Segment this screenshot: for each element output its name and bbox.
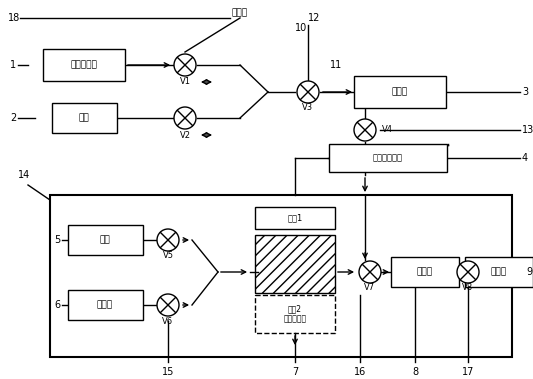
- Text: V4: V4: [382, 125, 393, 135]
- Circle shape: [174, 107, 196, 129]
- Text: 6: 6: [54, 300, 60, 310]
- Text: 纯水: 纯水: [79, 113, 90, 122]
- Text: V2: V2: [180, 130, 190, 139]
- Text: 4: 4: [522, 153, 528, 163]
- Bar: [255, 207, 335, 229]
- Text: V8: V8: [463, 283, 473, 293]
- Text: V6: V6: [163, 316, 174, 326]
- Text: V7: V7: [365, 283, 376, 293]
- Circle shape: [174, 54, 196, 76]
- Bar: [50, 195, 512, 357]
- Bar: [465, 257, 533, 287]
- Text: V5: V5: [163, 252, 174, 260]
- Text: 16: 16: [354, 367, 366, 377]
- Bar: [255, 235, 335, 293]
- Bar: [68, 290, 142, 320]
- Bar: [354, 76, 446, 108]
- Text: 3: 3: [522, 87, 528, 97]
- Text: 18: 18: [8, 13, 20, 23]
- Text: 废液池: 废液池: [491, 268, 507, 277]
- Bar: [68, 225, 142, 255]
- Text: 17: 17: [462, 367, 474, 377]
- Text: 12: 12: [308, 13, 320, 23]
- Bar: [43, 49, 125, 81]
- Circle shape: [157, 294, 179, 316]
- Text: 磁珠2
检测传感器: 磁珠2 检测传感器: [284, 304, 306, 324]
- Text: 2: 2: [10, 113, 16, 123]
- Bar: [391, 257, 459, 287]
- Text: 7: 7: [292, 367, 298, 377]
- Text: 5: 5: [54, 235, 60, 245]
- Text: 信号采集系统: 信号采集系统: [373, 153, 403, 163]
- Circle shape: [354, 119, 376, 141]
- Text: 1: 1: [10, 60, 16, 70]
- Text: 待测样品区: 待测样品区: [70, 61, 98, 69]
- Circle shape: [457, 261, 479, 283]
- Text: 14: 14: [18, 170, 30, 180]
- Text: 13: 13: [522, 125, 533, 135]
- Text: 注射泵: 注射泵: [392, 88, 408, 97]
- Circle shape: [359, 261, 381, 283]
- Text: V3: V3: [302, 103, 313, 113]
- Text: 9: 9: [526, 267, 532, 277]
- Text: 缓冲液: 缓冲液: [97, 301, 113, 310]
- Text: 15: 15: [162, 367, 174, 377]
- Text: 10: 10: [295, 23, 307, 33]
- Bar: [52, 103, 117, 133]
- Circle shape: [297, 81, 319, 103]
- Text: V1: V1: [180, 77, 190, 86]
- Bar: [329, 144, 447, 172]
- Text: 8: 8: [412, 367, 418, 377]
- Text: 样品: 样品: [100, 235, 110, 244]
- Circle shape: [157, 229, 179, 251]
- Bar: [255, 295, 335, 333]
- Text: 11: 11: [330, 60, 342, 70]
- Text: 微流池: 微流池: [417, 268, 433, 277]
- Text: 磁珠1: 磁珠1: [287, 213, 303, 222]
- Text: 采样针: 采样针: [232, 8, 248, 17]
